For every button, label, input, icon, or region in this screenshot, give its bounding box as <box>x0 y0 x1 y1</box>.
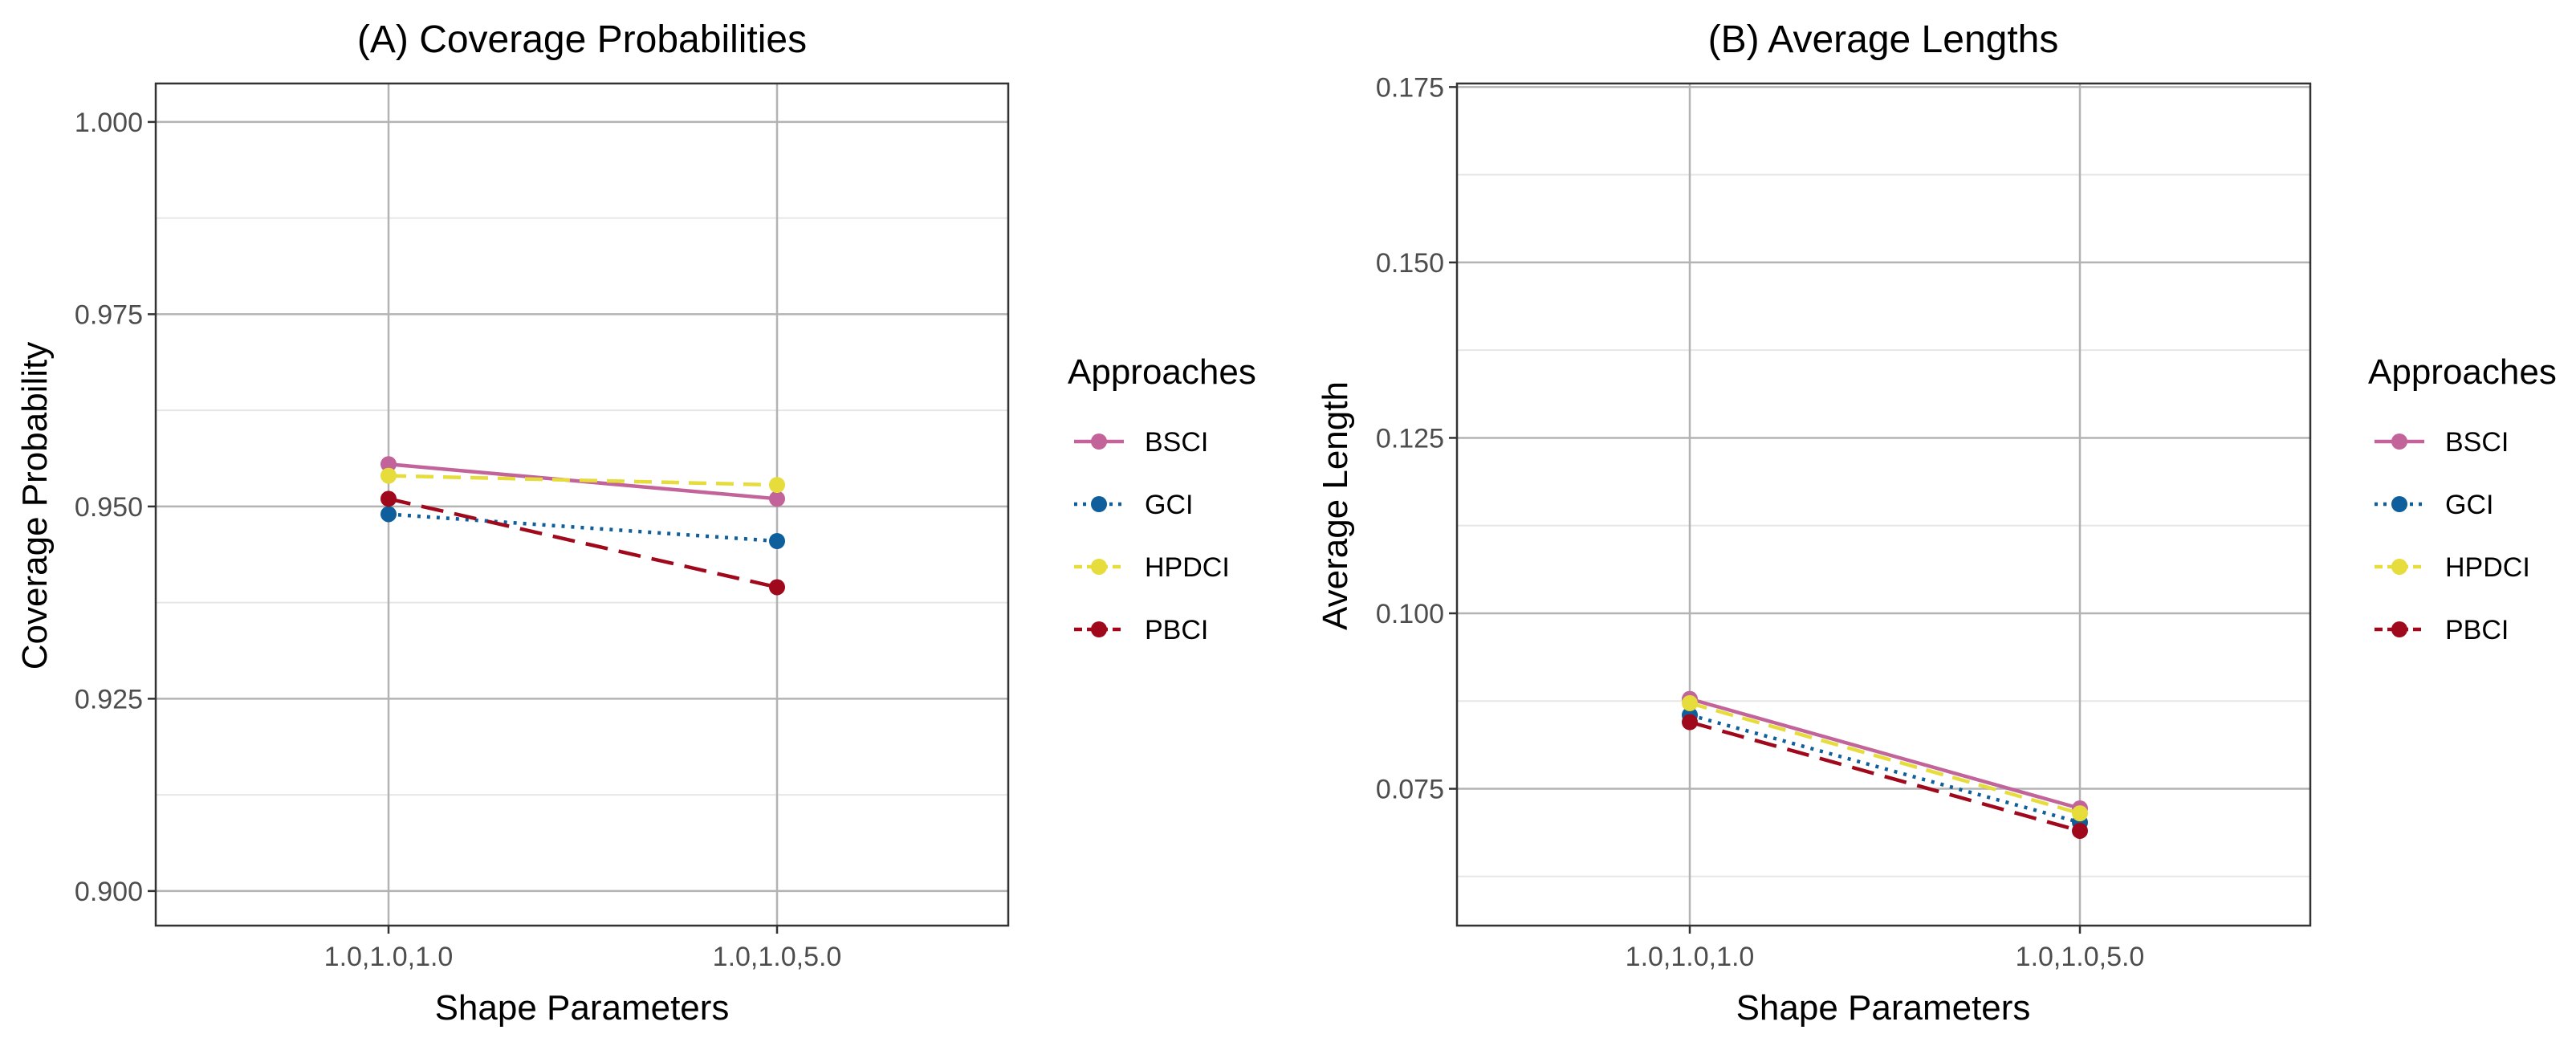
series-hpdci <box>380 467 785 494</box>
data-point-gci <box>769 533 785 550</box>
y-tick-label: 0.125 <box>1376 423 1444 454</box>
series-line-hpdci <box>1689 701 2081 816</box>
y-tick-label: 1.000 <box>75 108 143 138</box>
legend-key-point-hpdci <box>1091 559 1107 575</box>
y-tick-label: 0.925 <box>75 684 143 714</box>
legend-key-point-gci <box>1091 496 1107 512</box>
legend-label-gci: GCI <box>2445 490 2493 520</box>
y-axis-title: Coverage Probability <box>15 342 55 670</box>
legend-label-bsci: BSCI <box>1145 427 1208 458</box>
panel-a: 0.900 0.925 0.950 0.975 1.000 1.0,1.0,1.0 1.0,… <box>15 18 1256 1028</box>
y-tick-label: 0.100 <box>1376 599 1444 629</box>
legend-label-hpdci: HPDCI <box>2445 552 2530 583</box>
data-point-hpdci <box>1682 694 1698 711</box>
legend-label-pbci: PBCI <box>1145 615 1208 645</box>
data-point-hpdci <box>2072 805 2088 822</box>
y-tick-label: 0.175 <box>1376 72 1444 103</box>
legend: Approaches BSCI GCI HPDCI PBCI <box>1068 352 1256 645</box>
x-axis-title: Shape Parameters <box>1736 988 2031 1028</box>
plot-background <box>1457 83 2310 926</box>
legend-label-hpdci: HPDCI <box>1145 552 1230 583</box>
series-line-hpdci <box>388 474 778 487</box>
y-tick-label: 0.075 <box>1376 775 1444 805</box>
chart-title: (B) Average Lengths <box>1708 18 2059 61</box>
data-point-bsci <box>380 456 397 473</box>
plot-frame <box>154 82 1010 927</box>
data-point-bsci <box>769 491 785 507</box>
data-point-gci <box>380 506 397 523</box>
legend-title: Approaches <box>1068 352 1256 392</box>
legend-label-gci: GCI <box>1145 490 1193 520</box>
series-line-pbci <box>1689 720 2081 833</box>
x-tick-label: 1.0,1.0,5.0 <box>2016 942 2145 972</box>
x-tick-label: 1.0,1.0,1.0 <box>324 942 454 972</box>
legend-key-point-pbci <box>1091 621 1107 637</box>
data-point-pbci <box>1682 714 1698 731</box>
x-axis-title: Shape Parameters <box>435 988 730 1028</box>
x-tick-label: 1.0,1.0,1.0 <box>1626 942 1755 972</box>
legend-key-point-bsci <box>1091 434 1107 450</box>
data-point-pbci <box>380 491 397 507</box>
series-gci <box>380 506 785 550</box>
series-line-bsci <box>1689 697 2081 811</box>
series-pbci <box>1682 714 2088 839</box>
panel-b: 0.075 0.100 0.125 0.150 0.175 1.0,1.0,1.0 1.0,… <box>1316 18 2557 1028</box>
x-tick-label: 1.0,1.0,5.0 <box>713 942 842 972</box>
y-tick-label: 0.950 <box>75 492 143 523</box>
data-point-pbci <box>769 579 785 596</box>
y-axis-title: Average Length <box>1316 381 1355 630</box>
legend-key-point-bsci <box>2391 434 2407 450</box>
y-tick-label: 0.900 <box>75 877 143 907</box>
legend-label-bsci: BSCI <box>2445 427 2509 458</box>
series-pbci <box>380 491 785 596</box>
series-line-gci <box>1689 713 2081 824</box>
legend-key-point-gci <box>2391 496 2407 512</box>
data-point-hpdci <box>380 467 397 484</box>
y-tick-label: 0.975 <box>75 299 143 330</box>
legend-label-pbci: PBCI <box>2445 615 2509 645</box>
plot-background <box>156 83 1008 926</box>
data-point-hpdci <box>769 477 785 494</box>
legend-title: Approaches <box>2368 352 2557 392</box>
series-line-gci <box>388 512 778 543</box>
legend-key-point-pbci <box>2391 621 2407 637</box>
y-tick-label: 0.150 <box>1376 248 1444 279</box>
series-hpdci <box>1682 694 2088 822</box>
chart-title: (A) Coverage Probabilities <box>357 18 807 61</box>
legend: Approaches BSCI GCI HPDCI PBCI <box>2368 352 2557 645</box>
legend-key-point-hpdci <box>2391 559 2407 575</box>
plot-frame <box>1455 82 2312 927</box>
data-point-pbci <box>2072 822 2088 839</box>
